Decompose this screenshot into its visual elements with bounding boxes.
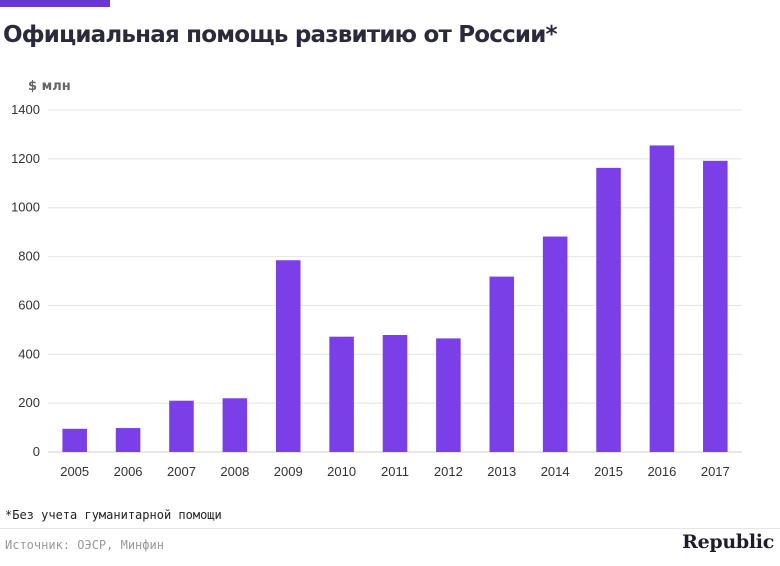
bar-2017 — [703, 160, 728, 452]
bar-2013 — [489, 276, 515, 452]
y-tick-label: 1200 — [11, 151, 40, 166]
x-tick-label: 2010 — [327, 464, 356, 479]
bar-2015 — [596, 167, 621, 452]
bar-2007 — [169, 400, 194, 452]
y-tick-label: 0 — [33, 444, 40, 459]
x-tick-label: 2008 — [220, 464, 249, 479]
bar-2016 — [649, 145, 675, 452]
bar-2008 — [222, 398, 248, 452]
y-axis-ticks: 0 200 400 600 800 1000 1200 1400 — [11, 102, 40, 459]
bar-2014 — [542, 236, 568, 452]
x-tick-label: 2006 — [114, 464, 143, 479]
footnote: *Без учета гуманитарной помощи — [5, 508, 222, 522]
x-tick-label: 2016 — [647, 464, 676, 479]
footer-divider — [0, 528, 780, 529]
x-tick-label: 2017 — [701, 464, 730, 479]
x-tick-label: 2005 — [60, 464, 89, 479]
republic-logo: Republic — [682, 531, 774, 553]
bars — [62, 145, 728, 452]
y-tick-label: 1400 — [11, 102, 40, 117]
x-tick-label: 2013 — [487, 464, 516, 479]
x-tick-label: 2012 — [434, 464, 463, 479]
bar-2005 — [62, 428, 87, 452]
x-tick-label: 2009 — [274, 464, 303, 479]
bar-2010 — [329, 336, 354, 452]
x-axis-ticks: 2005 2006 2007 2008 2009 2010 2011 2012 2013 2014… — [60, 464, 730, 479]
x-tick-label: 2011 — [381, 464, 409, 479]
bar-2009 — [275, 260, 301, 452]
accent-bar — [0, 0, 110, 7]
x-tick-label: 2015 — [594, 464, 623, 479]
y-tick-label: 800 — [18, 249, 40, 264]
x-tick-label: 2007 — [167, 464, 196, 479]
bar-2011 — [382, 334, 408, 452]
bar-2012 — [436, 338, 461, 452]
y-tick-label: 1000 — [11, 200, 40, 215]
y-tick-label: 400 — [18, 346, 40, 361]
bar-2006 — [115, 428, 141, 452]
source-note: Источник: ОЭСР, Минфин — [5, 538, 164, 552]
x-tick-label: 2014 — [541, 464, 570, 479]
y-tick-label: 600 — [18, 297, 40, 312]
chart-title: Официальная помощь развитию от России* — [3, 22, 558, 48]
y-axis-unit-label: $ млн — [28, 79, 71, 94]
y-tick-label: 200 — [18, 395, 40, 410]
